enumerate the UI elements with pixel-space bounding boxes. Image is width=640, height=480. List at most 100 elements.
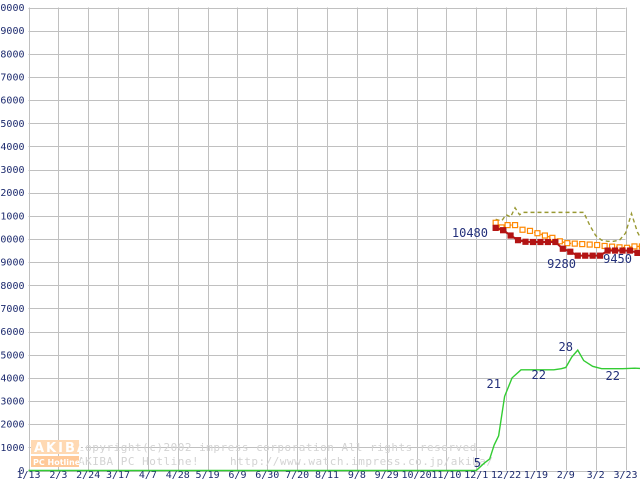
logo-badge-sub-background	[31, 456, 79, 467]
y-axis-tick-label: 2000	[0, 420, 24, 431]
series-marker-average-price	[526, 227, 534, 234]
x-axis-tick-label: 9/29	[375, 470, 399, 480]
x-axis-tick-label: 2/9	[557, 470, 575, 480]
y-axis-tick-label: 13000	[0, 165, 25, 176]
value-annotation: 22	[532, 368, 546, 382]
logo-badge-background	[31, 440, 79, 454]
series-marker-average-price	[571, 240, 578, 247]
y-axis-tick-label: 14000	[0, 142, 25, 153]
series-marker-lowest-price	[514, 237, 522, 244]
series-marker-lowest-price	[634, 249, 640, 256]
value-annotation: 21	[487, 377, 501, 391]
series-marker-lowest-price	[537, 238, 544, 246]
value-annotation: 22	[606, 369, 620, 383]
y-axis-tick-labels: 0 1000 2000 3000 4000 5000 6000 7000 8000 9000 100…	[0, 3, 25, 477]
x-axis-tick-label: 10/20	[401, 470, 431, 480]
x-axis-tick-label: 7/20	[285, 470, 309, 480]
series-marker-average-price	[541, 232, 549, 239]
y-axis-tick-label: 11000	[0, 211, 25, 222]
y-axis-tick-label: 20000	[0, 3, 25, 14]
x-axis-tick-label: 2/24	[76, 470, 100, 480]
x-axis-tick-label: 5/19	[196, 470, 220, 480]
watermark-copyright-line: Copyright(c)2002 impress corporation All…	[78, 441, 484, 454]
series-marker-lowest-price	[522, 238, 529, 245]
logo-sub-text: PC Hotline!	[33, 458, 84, 467]
series-marker-average-price	[586, 241, 593, 248]
x-axis-tick-label: 1/13	[16, 470, 40, 480]
y-axis-tick-label: 8000	[0, 281, 24, 292]
series-marker-lowest-price	[529, 238, 537, 246]
value-annotation: 5	[474, 456, 481, 470]
y-axis-tick-label: 1000	[0, 443, 24, 454]
data-series	[28, 206, 640, 472]
x-axis-tick-label: 6/30	[255, 470, 279, 480]
y-axis-tick-label: 3000	[0, 397, 24, 408]
series-marker-lowest-price	[582, 252, 589, 259]
value-annotation: 10480	[452, 226, 488, 240]
series-high-price	[495, 206, 640, 243]
value-annotation: 9280	[547, 257, 576, 271]
series-marker-lowest-price	[626, 247, 634, 254]
y-axis-tick-label: 19000	[0, 26, 25, 37]
x-axis-tick-label: 2/3	[49, 470, 67, 480]
y-axis-tick-label: 5000	[0, 350, 24, 361]
series-marker-average-price	[631, 243, 638, 250]
series-marker-average-price	[519, 226, 526, 233]
value-annotation: 28	[559, 340, 573, 354]
y-axis-tick-label: 9000	[0, 258, 24, 269]
x-axis-tick-label: 3/17	[106, 470, 130, 480]
x-axis-tick-label: 8/11	[315, 470, 339, 480]
watermark-site-name: AKIBA PC Hotline!	[78, 455, 199, 468]
series-lowest-price	[492, 224, 640, 259]
series-line-lowest-price	[495, 226, 640, 257]
series-marker-lowest-price	[544, 238, 551, 246]
series-shop-count	[28, 348, 640, 472]
x-axis-tick-label: 11/10	[431, 470, 461, 480]
y-axis-tick-label: 12000	[0, 188, 25, 199]
series-marker-lowest-price	[507, 232, 514, 239]
y-axis-tick-label: 16000	[0, 96, 25, 107]
series-marker-lowest-price	[604, 247, 611, 254]
value-annotation: 9450	[603, 252, 632, 266]
y-axis-tick-label: 6000	[0, 327, 24, 338]
logo-main-text: AKIBA	[34, 441, 89, 456]
series-marker-average-price	[511, 222, 519, 229]
x-axis-tick-label: 4/7	[139, 470, 157, 480]
y-axis-tick-label: 18000	[0, 49, 25, 60]
y-axis-tick-label: 0	[18, 466, 24, 477]
data-value-annotations: 10480 9280 9450 5 21 22 28 22	[452, 226, 632, 470]
x-axis-tick-label: 12/1	[464, 470, 488, 480]
series-marker-lowest-price	[597, 252, 604, 259]
x-axis-tick-label: 6/9	[228, 470, 246, 480]
series-marker-average-price	[594, 241, 601, 249]
series-line-shop-count	[28, 348, 640, 472]
series-marker-lowest-price	[559, 245, 566, 252]
series-marker-average-price	[504, 222, 511, 229]
series-marker-average-price	[534, 230, 541, 237]
y-axis-tick-label: 17000	[0, 72, 25, 83]
grid-lines	[28, 7, 627, 472]
x-axis-tick-label: 1/19	[524, 470, 548, 480]
series-marker-lowest-price	[611, 247, 619, 254]
series-marker-average-price	[564, 240, 571, 247]
watermark: Copyright(c)2002 impress corporation All…	[31, 440, 494, 468]
x-axis-tick-label: 12/22	[491, 470, 521, 480]
watermark-site-url: http://www.watch.impress.co.jp/akiba/	[230, 455, 494, 468]
x-axis-tick-label: 3/2	[587, 470, 605, 480]
series-marker-lowest-price	[574, 252, 581, 259]
y-axis-tick-label: 7000	[0, 304, 24, 315]
series-marker-lowest-price	[552, 238, 559, 246]
series-marker-lowest-price	[567, 248, 574, 255]
x-axis-tick-labels: 1/13 2/3 2/24 3/17 4/7 4/28 5/19 6/9 6/30 7/20 8/1…	[16, 470, 637, 480]
series-marker-average-price	[492, 219, 499, 226]
series-marker-lowest-price	[500, 227, 507, 234]
series-marker-lowest-price	[492, 224, 499, 231]
series-line-high-price	[495, 206, 640, 243]
series-marker-lowest-price	[619, 247, 626, 254]
series-marker-average-price	[579, 240, 586, 248]
x-axis-tick-label: 9/8	[348, 470, 366, 480]
x-axis-tick-label: 4/28	[166, 470, 190, 480]
series-marker-lowest-price	[589, 252, 596, 259]
